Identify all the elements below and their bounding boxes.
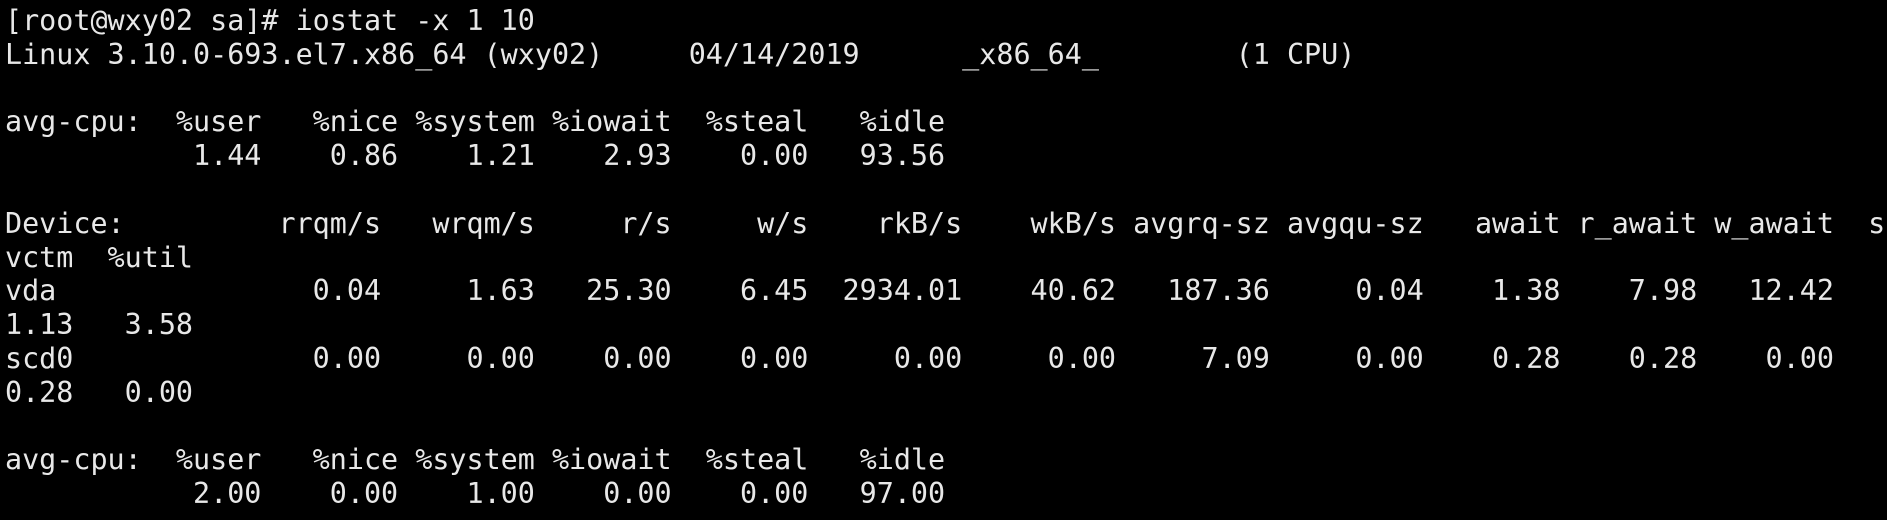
device-row-vda: vda 0.04 1.63 25.30 6.45 2934.01 40.62 1… [5, 274, 1886, 308]
cpu-values-line: 2.00 0.00 1.00 0.00 0.00 97.00 [5, 477, 946, 511]
command-prompt-line: [root@wxy02 sa]# iostat -x 1 10 [5, 4, 535, 37]
cpu-header-line: avg-cpu: %user %nice %system %iowait %st… [5, 443, 946, 477]
device-row-scd0: 0.28 0.00 [5, 375, 194, 409]
device-row-vda: 1.13 3.58 [5, 308, 194, 342]
device-header-line: Device: rrqm/s wrqm/s r/s w/s rkB/s wkB/… [5, 206, 1886, 240]
cpu-values-line: 1.44 0.86 1.21 2.93 0.00 93.56 [5, 139, 946, 173]
blank-line [5, 173, 1885, 207]
terminal-output[interactable]: [root@wxy02 sa]# iostat -x 1 10 Linux 3.1… [5, 4, 1885, 511]
system-info-line: Linux 3.10.0-693.el7.x86_64 (wxy02) 04/1… [5, 37, 1356, 71]
device-row-scd0: scd0 0.00 0.00 0.00 0.00 0.00 0.00 7.09 … [5, 341, 1886, 375]
device-header-line: vctm %util [5, 240, 194, 274]
blank-line [5, 72, 1885, 106]
blank-line [5, 410, 1885, 444]
cpu-header-line: avg-cpu: %user %nice %system %iowait %st… [5, 105, 946, 139]
